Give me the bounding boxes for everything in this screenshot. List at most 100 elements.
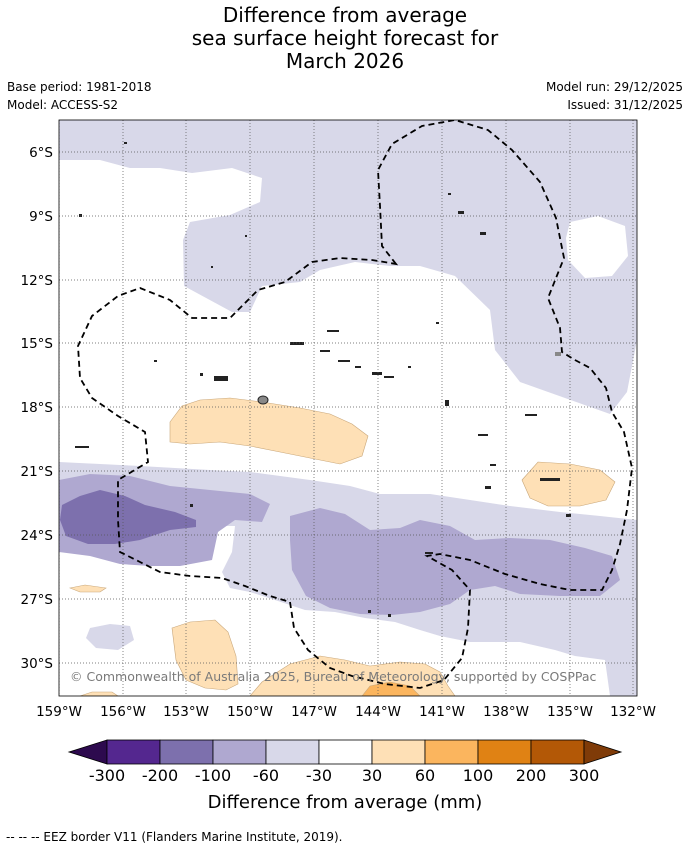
colorbar-bin xyxy=(477,739,532,765)
model-run: Model run: 29/12/2025 xyxy=(545,80,683,94)
island xyxy=(384,376,394,378)
anomaly-minus-100-region xyxy=(60,490,196,544)
colorbar-tick-label: 100 xyxy=(462,766,494,785)
lat-label: 30°S xyxy=(21,656,54,672)
island xyxy=(320,350,330,352)
island xyxy=(445,400,449,406)
colorbar-tick-label: -200 xyxy=(141,766,179,785)
positive-blob-corner xyxy=(79,691,119,696)
island xyxy=(490,464,496,466)
positive-blob-tiny-west xyxy=(68,584,107,593)
colorbar-bin xyxy=(318,739,373,765)
lat-label: 15°S xyxy=(21,336,54,352)
island xyxy=(566,514,571,517)
colorbar-bin xyxy=(265,739,320,765)
island xyxy=(478,434,488,436)
neutral-hole-east xyxy=(566,216,628,278)
lon-label: 141°W xyxy=(419,704,465,720)
colorbar-bin xyxy=(530,739,585,765)
title-line-1: Difference from average xyxy=(222,3,468,27)
title-line-3: March 2026 xyxy=(285,49,405,73)
island xyxy=(525,414,537,416)
meta-right: Model run: 29/12/2025 Issued: 31/12/2025 xyxy=(546,78,683,114)
colorbar-tick-label: 60 xyxy=(414,766,436,785)
lat-label: 12°S xyxy=(21,273,54,289)
lon-label: 150°W xyxy=(227,704,273,720)
island xyxy=(154,360,157,362)
colorbar-tick-label: 30 xyxy=(361,766,383,785)
colorbar-tick-label: 300 xyxy=(568,766,600,785)
model-name: Model: ACCESS-S2 xyxy=(7,98,119,112)
longitude-labels: 159°W 156°W 153°W 150°W 147°W 144°W 141°W 138°W… xyxy=(36,704,656,720)
colorbar-tick-label: 200 xyxy=(515,766,547,785)
latitude-labels: 6°S 9°S 12°S 15°S 18°S 21°S 24°S 27°S 30°S xyxy=(21,145,54,672)
colorbar-bin xyxy=(212,739,267,765)
lat-label: 9°S xyxy=(29,209,53,225)
lat-label: 24°S xyxy=(21,528,54,544)
issued-date: Issued: 31/12/2025 xyxy=(567,98,683,112)
island xyxy=(290,342,304,345)
island xyxy=(257,395,269,405)
island xyxy=(338,360,350,362)
island xyxy=(368,610,371,613)
island xyxy=(458,211,464,214)
northern-negative-band xyxy=(59,120,637,414)
colorbar-bin xyxy=(106,739,161,765)
lon-label: 138°W xyxy=(483,704,529,720)
lat-label: 6°S xyxy=(29,145,53,161)
small-negative-blob xyxy=(86,624,134,650)
eez-border-north xyxy=(77,120,633,689)
island xyxy=(327,330,339,332)
colorbar-bin xyxy=(371,739,426,765)
title-line-2: sea surface height forecast for xyxy=(191,26,499,50)
island xyxy=(372,372,382,375)
colorbar xyxy=(67,739,623,765)
eez-footnote: -- -- -- EEZ border V11 (Flanders Marine… xyxy=(6,830,343,844)
central-moderate-negative xyxy=(290,508,620,615)
gridlines xyxy=(59,120,637,696)
lat-label: 18°S xyxy=(21,400,54,416)
eez-borders xyxy=(77,120,633,689)
map-plot-area xyxy=(59,120,637,696)
colorbar-bin xyxy=(159,739,214,765)
positive-blob-east xyxy=(521,461,616,507)
colorbar-tick-label: -60 xyxy=(252,766,280,785)
strong-negative-west xyxy=(60,490,196,544)
colorbar-tick-label: -30 xyxy=(305,766,333,785)
island xyxy=(190,504,193,507)
island xyxy=(388,614,391,617)
lon-label: 159°W xyxy=(36,704,82,720)
island xyxy=(425,552,433,554)
island xyxy=(408,366,411,368)
island xyxy=(448,193,451,195)
colorbar-tick-label: -300 xyxy=(88,766,126,785)
island xyxy=(75,446,89,448)
colorbar-bin xyxy=(424,739,479,765)
lon-label: 147°W xyxy=(291,704,337,720)
island xyxy=(436,322,439,324)
island xyxy=(200,373,203,376)
lon-label: 132°W xyxy=(610,704,656,720)
colorbar-overflow xyxy=(583,739,623,765)
island xyxy=(355,366,361,368)
island xyxy=(124,142,127,144)
colorbar-tick-label: -100 xyxy=(194,766,232,785)
lat-label: 21°S xyxy=(21,464,54,480)
base-period: Base period: 1981-2018 xyxy=(7,80,152,94)
lon-label: 156°W xyxy=(100,704,146,720)
positive-blob-southwest xyxy=(171,619,239,691)
plot-frame xyxy=(58,119,638,697)
colorbar-title: Difference from average (mm) xyxy=(207,792,483,813)
island xyxy=(211,266,213,268)
island xyxy=(245,235,247,237)
lon-label: 153°W xyxy=(163,704,209,720)
lon-label: 144°W xyxy=(355,704,401,720)
anomaly-plus-60-region xyxy=(361,681,421,696)
island xyxy=(540,478,560,481)
copyright-text: © Commonwealth of Australia 2025, Bureau… xyxy=(70,669,596,684)
positive-blob-central xyxy=(169,397,369,465)
island xyxy=(480,232,486,235)
lat-label: 27°S xyxy=(21,592,54,608)
map-title: Difference from average sea surface heig… xyxy=(0,4,690,73)
